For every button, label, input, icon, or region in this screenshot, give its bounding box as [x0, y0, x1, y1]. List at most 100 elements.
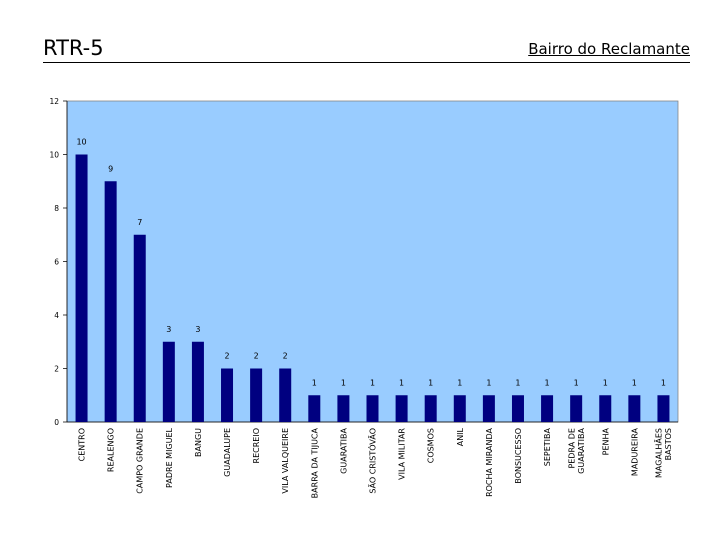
bar: [395, 395, 408, 422]
bar-value-label: 7: [137, 218, 142, 227]
y-tick-label: 2: [54, 365, 59, 374]
bar: [657, 395, 670, 422]
category-label: BARRA DA TIJUCA: [310, 427, 319, 498]
bar-value-label: 1: [603, 378, 608, 387]
category-label-line: SÃO CRISTÓVÃO: [367, 428, 378, 494]
bar: [221, 368, 234, 422]
slide-subtitle: Bairro do Reclamante: [528, 40, 690, 58]
category-label-line: COSMOS: [427, 428, 436, 463]
bar: [453, 395, 466, 422]
category-label-line: RECREIO: [252, 428, 261, 463]
category-label-line: PENHA: [601, 427, 610, 455]
bar-value-label: 1: [515, 378, 520, 387]
category-label: GUARATIBA: [339, 427, 348, 473]
title-divider: [43, 62, 690, 63]
category-label: VILA MILITAR: [398, 428, 407, 480]
category-label: CENTRO: [78, 428, 87, 461]
bar: [424, 395, 437, 422]
category-label-line: PADRE MIGUEL: [165, 427, 174, 487]
category-label: MAGALHÃES BASTOS: [654, 428, 674, 478]
category-label: ROCHA MIRANDA: [485, 427, 494, 496]
category-label-line: CENTRO: [78, 428, 87, 461]
category-label: PEDRA DE GUARATIBA: [567, 427, 586, 473]
category-label-line: CAMPO GRANDE: [136, 428, 145, 494]
category-label-line: BANGU: [194, 428, 203, 457]
category-label: ANIL: [456, 427, 465, 446]
category-labels: CENTRO REALENGO CAMPO GRANDE PADRE MIGUEL BA…: [78, 427, 674, 498]
category-label-line: PEDRA DE: [567, 428, 576, 469]
category-label-line: VILA MILITAR: [398, 428, 407, 480]
category-label: CAMPO GRANDE: [136, 428, 145, 494]
bar-value-label: 1: [428, 378, 433, 387]
bar-value-label: 1: [457, 378, 462, 387]
y-tick-label: 8: [54, 204, 59, 213]
y-tick-label: 4: [54, 311, 59, 320]
slide-title: RTR-5: [43, 36, 104, 60]
bar: [511, 395, 524, 422]
bar: [570, 395, 583, 422]
category-label: MADUREIRA: [630, 427, 639, 476]
category-label: PENHA: [601, 427, 610, 455]
category-label: GUADALUPE: [223, 428, 232, 477]
bar: [104, 181, 117, 422]
category-label-line: GUARATIBA: [577, 427, 586, 473]
category-label-line: BONSUCESSO: [514, 428, 523, 484]
category-label-line: GUADALUPE: [223, 428, 232, 477]
category-label-line: SEPETIBA: [543, 427, 552, 466]
bar: [337, 395, 350, 422]
bar-value-label: 9: [108, 164, 113, 173]
bar: [75, 154, 88, 422]
category-label: BONSUCESSO: [514, 428, 523, 484]
bar: [599, 395, 612, 422]
category-label: SEPETIBA: [543, 427, 552, 466]
bar: [628, 395, 641, 422]
category-label: RECREIO: [252, 428, 261, 463]
bar-value-label: 2: [224, 352, 229, 361]
bar-value-label: 1: [574, 378, 579, 387]
category-label-line: VILA VALQUEIRE: [281, 428, 290, 494]
category-label: PADRE MIGUEL: [165, 427, 174, 487]
bar-value-label: 3: [166, 325, 171, 334]
bar-value-label: 1: [312, 378, 317, 387]
bar: [250, 368, 263, 422]
category-label-line: BASTOS: [664, 428, 673, 460]
bar-value-label: 1: [486, 378, 491, 387]
bars: [75, 154, 670, 422]
bar-value-label: 2: [283, 352, 288, 361]
bar-value-label: 1: [370, 378, 375, 387]
category-label: VILA VALQUEIRE: [281, 428, 290, 494]
bar-value-label: 1: [545, 378, 550, 387]
bar-value-label: 2: [254, 352, 259, 361]
category-label: COSMOS: [427, 428, 436, 463]
y-tick-label: 10: [49, 151, 59, 160]
category-label-line: BARRA DA TIJUCA: [310, 427, 319, 498]
category-label-line: REALENGO: [107, 428, 116, 472]
y-tick-label: 0: [54, 418, 59, 427]
category-label-line: MAGALHÃES: [654, 428, 664, 478]
category-label-line: MADUREIRA: [630, 427, 639, 476]
category-label: SÃO CRISTÓVÃO: [367, 428, 378, 494]
category-label-line: ANIL: [456, 427, 465, 446]
category-label: BANGU: [194, 428, 203, 457]
bar: [541, 395, 554, 422]
bar: [482, 395, 495, 422]
bar-value-label: 1: [632, 378, 637, 387]
bar: [279, 368, 292, 422]
data-labels: 10 9 7 3 3 2 2 2 1 1 1 1 1 1 1 1 1 1 1 1 1: [76, 138, 666, 388]
category-label-line: GUARATIBA: [339, 427, 348, 473]
bar: [133, 234, 146, 422]
plot-area: [66, 100, 679, 423]
bar-value-label: 10: [76, 138, 86, 147]
bar-value-label: 1: [661, 378, 666, 387]
category-label-line: ROCHA MIRANDA: [485, 427, 494, 496]
y-tick-label: 6: [54, 258, 59, 267]
bar: [162, 341, 175, 422]
bar: [366, 395, 379, 422]
category-label: REALENGO: [107, 428, 116, 472]
bar-value-label: 1: [341, 378, 346, 387]
bar: [308, 395, 321, 422]
bar: [191, 341, 204, 422]
y-tick-label: 12: [49, 97, 59, 106]
bar-value-label: 1: [399, 378, 404, 387]
